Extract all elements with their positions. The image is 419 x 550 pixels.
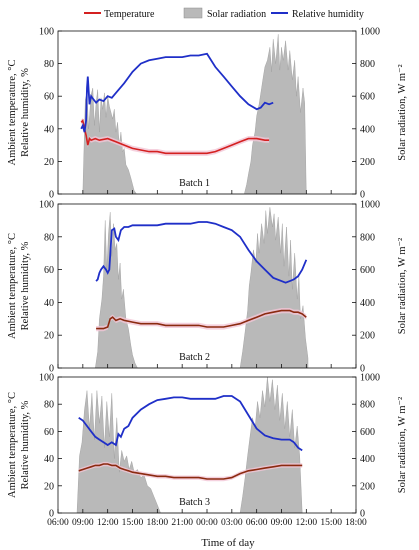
left-tick-label: 100 xyxy=(39,27,54,38)
right-tick-label: 200 xyxy=(360,481,375,492)
x-tick-label: 15:00 xyxy=(122,518,144,528)
right-tick-label: 600 xyxy=(360,265,375,276)
left-axis-label-line2: Relative humidity, % xyxy=(20,68,31,157)
panel-title: Batch 1 xyxy=(179,178,210,189)
humidity-line xyxy=(80,52,274,133)
legend-solar-label: Solar radiation xyxy=(207,9,266,20)
right-tick-label: 800 xyxy=(360,232,375,243)
panel-title: Batch 3 xyxy=(179,497,210,508)
solar-radiation-area xyxy=(95,207,309,369)
x-tick-label: 09:00 xyxy=(72,518,94,528)
x-tick-label: 06:00 xyxy=(47,518,69,528)
right-tick-label: 0 xyxy=(360,364,365,375)
x-tick-label: 03:00 xyxy=(221,518,243,528)
left-tick-label: 60 xyxy=(44,92,54,103)
right-tick-label: 800 xyxy=(360,59,375,70)
left-tick-label: 20 xyxy=(44,157,54,168)
left-tick-label: 100 xyxy=(39,373,54,384)
x-tick-label: 06:00 xyxy=(246,518,268,528)
legend-humidity-label: Relative humidity xyxy=(292,9,364,20)
left-tick-label: 40 xyxy=(44,454,54,465)
left-tick-label: 60 xyxy=(44,265,54,276)
right-tick-label: 200 xyxy=(360,331,375,342)
x-axis-label: Time of day xyxy=(201,537,255,549)
left-tick-label: 100 xyxy=(39,200,54,211)
right-tick-label: 1000 xyxy=(360,200,380,211)
left-axis-label-line2: Relative humidity, % xyxy=(20,400,31,489)
left-tick-label: 80 xyxy=(44,59,54,70)
x-tick-label: 21:00 xyxy=(171,518,193,528)
left-tick-label: 80 xyxy=(44,232,54,243)
left-axis-label-line1: Ambient temperature, °C xyxy=(7,233,18,339)
right-tick-label: 600 xyxy=(360,427,375,438)
x-tick-label: 12:00 xyxy=(97,518,119,528)
left-tick-label: 40 xyxy=(44,298,54,309)
humidity-line xyxy=(95,221,308,284)
right-axis-label: Solar radiation, W m⁻² xyxy=(397,397,408,493)
left-tick-label: 80 xyxy=(44,400,54,411)
left-tick-label: 20 xyxy=(44,331,54,342)
left-tick-label: 20 xyxy=(44,481,54,492)
left-tick-label: 40 xyxy=(44,124,54,135)
right-tick-label: 800 xyxy=(360,400,375,411)
x-tick-label: 09:00 xyxy=(271,518,293,528)
right-tick-label: 400 xyxy=(360,454,375,465)
x-tick-label: 00:00 xyxy=(196,518,218,528)
x-tick-label: 12:00 xyxy=(296,518,318,528)
temperature-line xyxy=(78,463,303,480)
left-axis-label-line1: Ambient temperature, °C xyxy=(7,60,18,166)
humidity-line xyxy=(78,395,303,452)
right-tick-label: 1000 xyxy=(360,373,380,384)
x-tick-label: 18:00 xyxy=(147,518,169,528)
solar-radiation-area xyxy=(76,376,303,514)
left-axis-label-line2: Relative humidity, % xyxy=(20,241,31,330)
panel-title: Batch 2 xyxy=(179,352,210,363)
left-tick-label: 0 xyxy=(49,509,54,520)
left-axis-label-line1: Ambient temperature, °C xyxy=(7,392,18,498)
x-tick-label: 18:00 xyxy=(345,518,367,528)
left-tick-label: 0 xyxy=(49,364,54,375)
right-tick-label: 1000 xyxy=(360,27,380,38)
right-tick-label: 600 xyxy=(360,92,375,103)
right-axis-label: Solar radiation, W m⁻² xyxy=(397,238,408,334)
left-tick-label: 0 xyxy=(49,190,54,201)
legend: Temperature Solar radiation Relative hum… xyxy=(84,7,364,20)
right-axis-label: Solar radiation, W m⁻² xyxy=(397,64,408,160)
temperature-band xyxy=(96,308,307,332)
right-tick-label: 400 xyxy=(360,298,375,309)
left-tick-label: 60 xyxy=(44,427,54,438)
temperature-line xyxy=(96,309,307,330)
right-tick-label: 400 xyxy=(360,124,375,135)
right-tick-label: 200 xyxy=(360,157,375,168)
right-tick-label: 0 xyxy=(360,509,365,520)
temperature-line xyxy=(80,118,270,155)
legend-temperature-label: Temperature xyxy=(104,9,155,20)
legend-solar-swatch xyxy=(183,7,203,19)
right-tick-label: 0 xyxy=(360,190,365,201)
x-tick-label: 15:00 xyxy=(320,518,342,528)
